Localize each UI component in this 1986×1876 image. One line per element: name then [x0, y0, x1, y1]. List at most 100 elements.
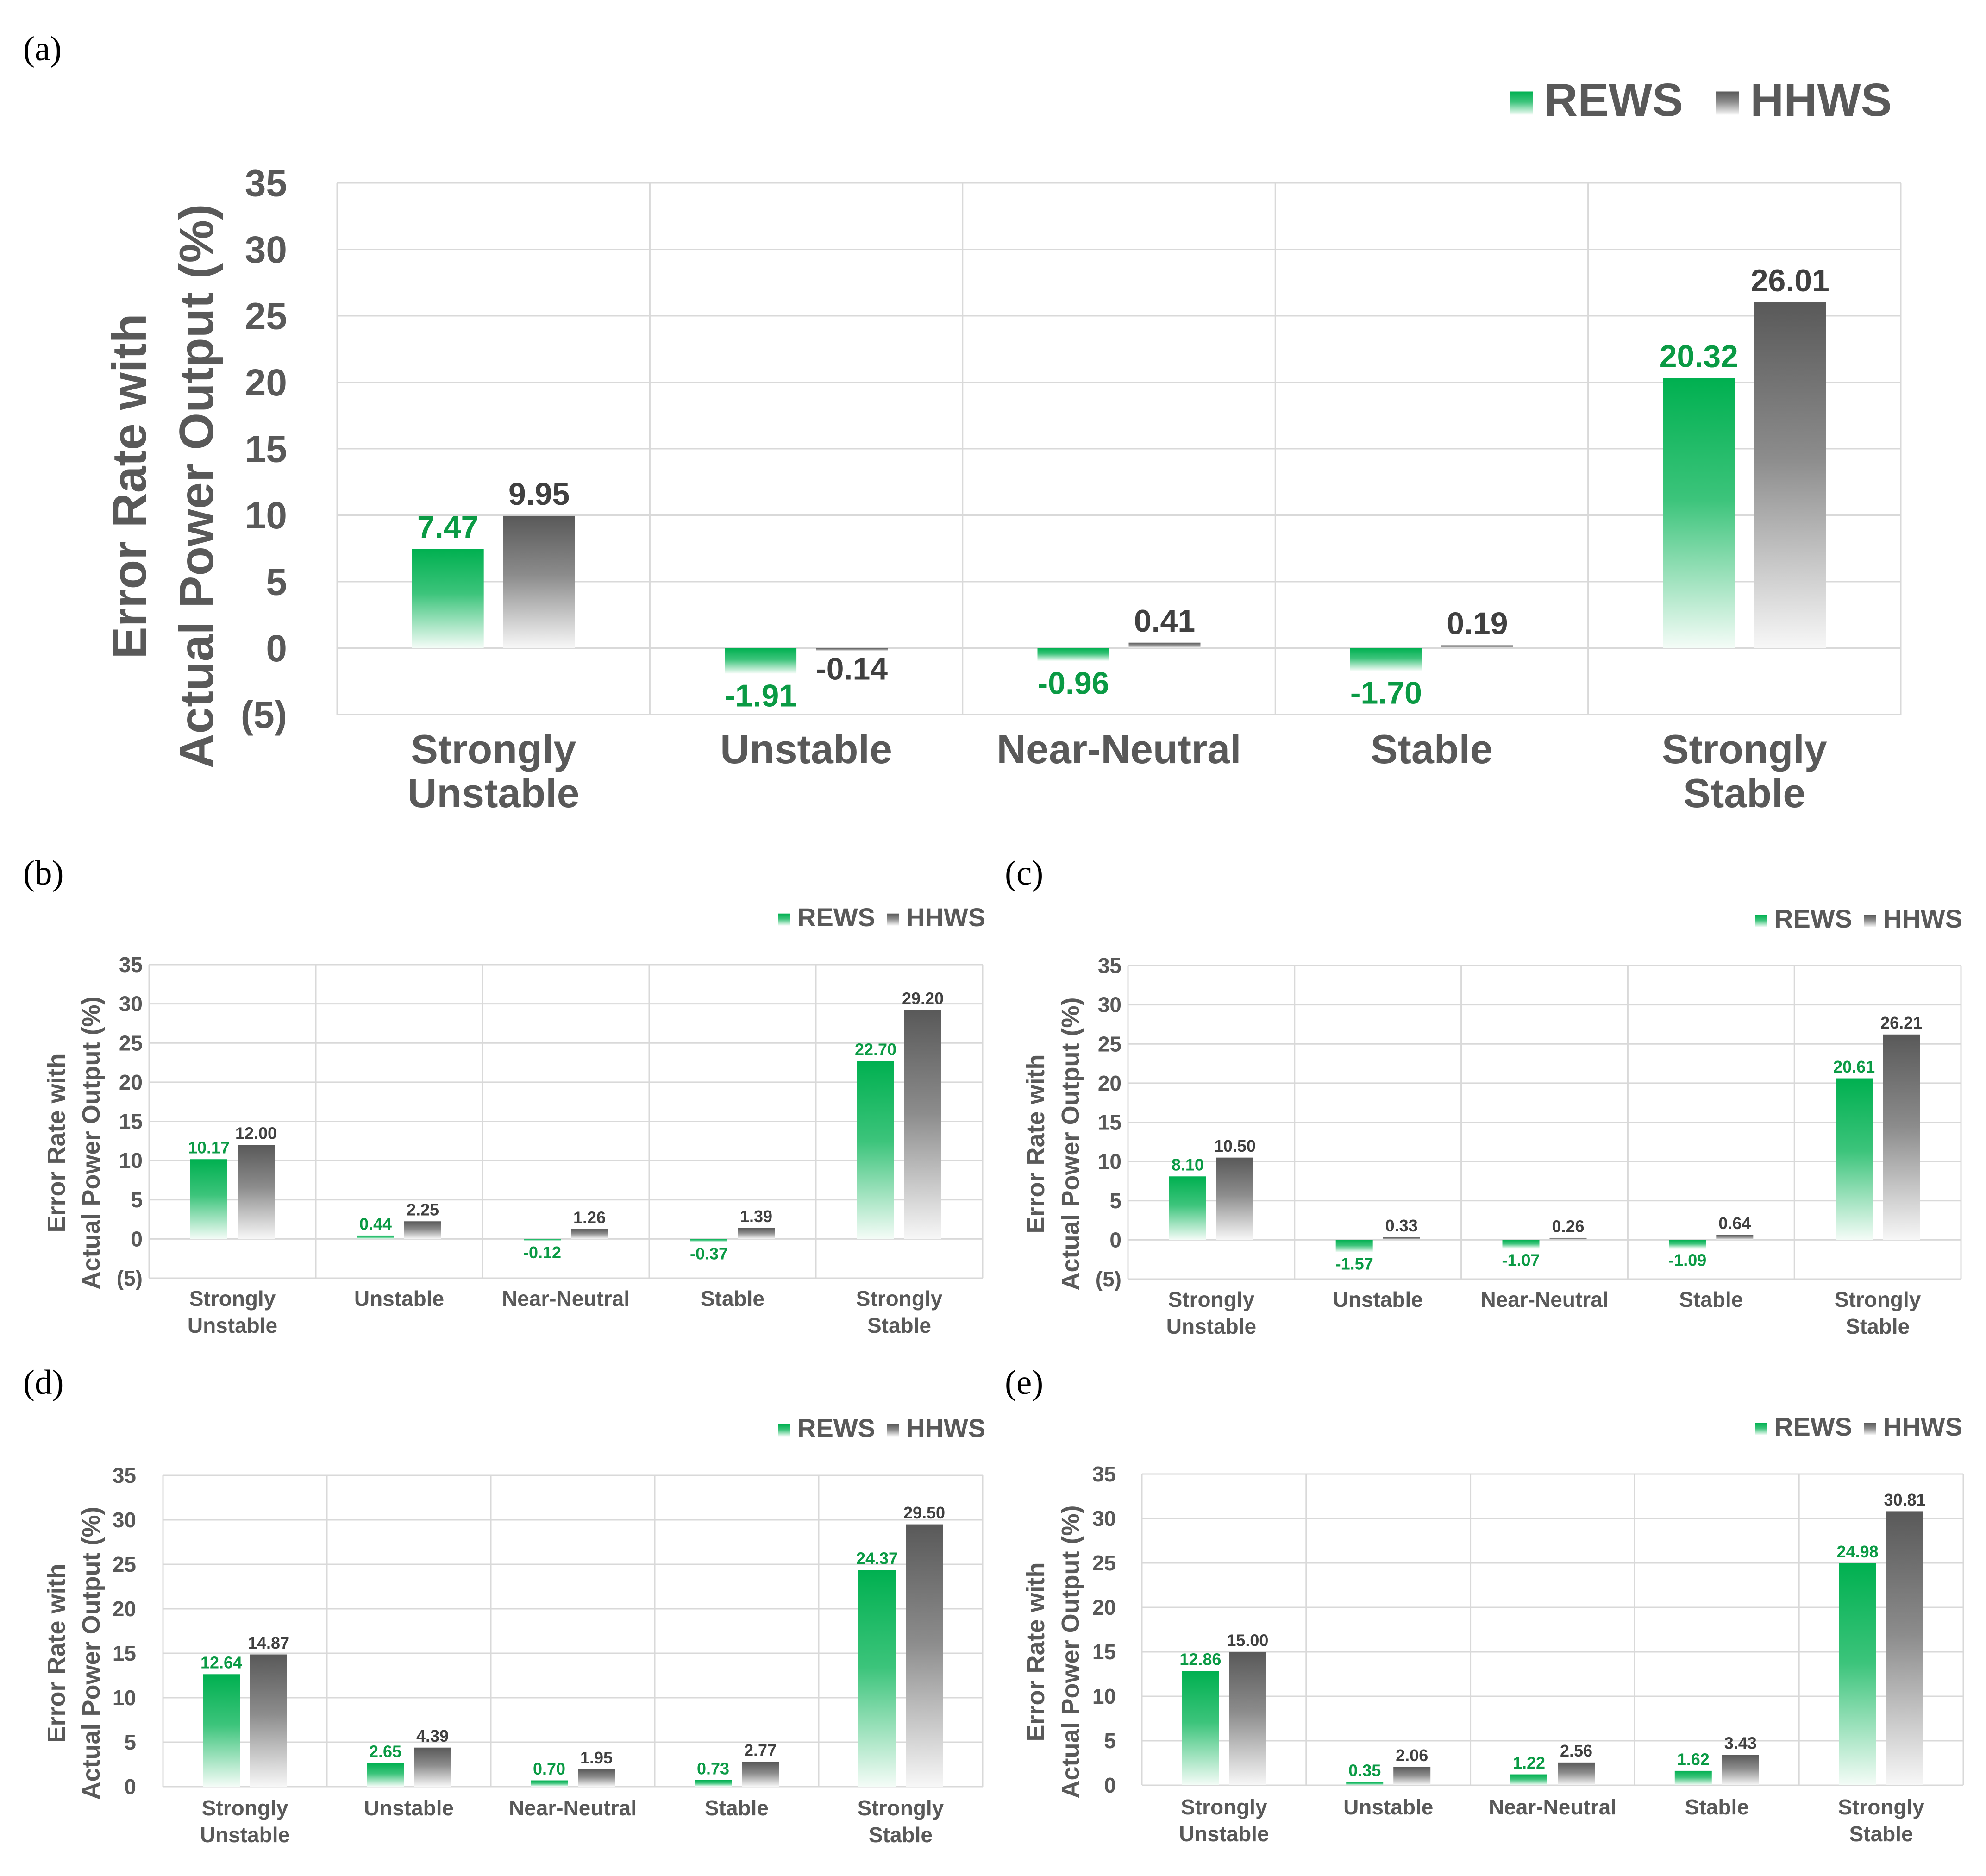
value-label-rews-5: 20.61	[1833, 1057, 1875, 1076]
value-label-hhws-5: 26.21	[1880, 1013, 1922, 1032]
legend-swatch-hhws	[1864, 1423, 1876, 1435]
panel-label: (b)	[23, 854, 63, 892]
legend-label-rews: REWS	[1774, 904, 1852, 933]
category-label: Near-Neutral	[1489, 1795, 1616, 1819]
bar-rews-2	[725, 648, 797, 674]
value-label-rews-5: 22.70	[855, 1040, 896, 1059]
value-label-rews-1: 7.47	[417, 509, 478, 545]
value-label-rews-4: -0.37	[690, 1244, 728, 1263]
y-tick-label: 15	[119, 1110, 143, 1134]
legend-label-rews: REWS	[1544, 74, 1683, 126]
bar-rews-3	[1037, 648, 1109, 661]
value-label-rews-3: 1.22	[1513, 1753, 1545, 1772]
y-tick-label: 10	[1092, 1684, 1116, 1708]
y-axis-title-line-1: Error Rate with	[103, 314, 157, 659]
category-label: Unstable	[364, 1796, 454, 1820]
value-label-rews-4: -1.09	[1668, 1251, 1706, 1270]
value-label-hhws-2: 2.25	[407, 1200, 439, 1219]
category-label: Stable	[1683, 770, 1805, 816]
y-tick-label: 20	[119, 1070, 143, 1094]
bar-rews-3	[531, 1780, 568, 1787]
panel-label: (a)	[23, 30, 62, 68]
category-label: Stable	[1685, 1795, 1749, 1819]
bar-rews-1	[1182, 1671, 1219, 1785]
y-tick-label: 25	[119, 1031, 143, 1055]
bar-hhws-4	[1441, 645, 1513, 648]
legend-swatch-rews	[778, 913, 790, 926]
value-label-hhws-3: 2.56	[1560, 1741, 1592, 1760]
y-tick-label: 25	[1098, 1032, 1121, 1056]
category-label: Strongly	[1168, 1287, 1255, 1311]
y-tick-label: 15	[1098, 1111, 1121, 1135]
y-tick-label: (5)	[241, 694, 287, 736]
value-label-hhws-2: -0.14	[816, 652, 888, 687]
value-label-hhws-5: 26.01	[1751, 263, 1829, 298]
legend-swatch-hhws	[887, 913, 899, 926]
bar-hhws-4	[742, 1762, 779, 1787]
category-label: Strongly	[1838, 1795, 1924, 1819]
y-axis-title-line-2: Actual Power Output (%)	[77, 997, 105, 1290]
bar-hhws-2	[414, 1747, 451, 1787]
legend-label-hhws: HHWS	[1883, 904, 1962, 933]
bar-rews-5	[858, 1570, 896, 1787]
bar-hhws-3	[1549, 1237, 1587, 1240]
category-label: Strongly	[189, 1286, 276, 1311]
bar-hhws-1	[503, 515, 575, 648]
y-tick-label: 0	[1104, 1773, 1116, 1797]
y-axis-title-line-1: Error Rate with	[1022, 1562, 1050, 1741]
value-label-hhws-3: 1.95	[580, 1748, 613, 1767]
bar-hhws-5	[1883, 1034, 1920, 1240]
category-label: Strongly	[202, 1796, 288, 1820]
value-label-hhws-1: 9.95	[508, 477, 570, 512]
value-label-rews-3: -0.12	[523, 1243, 561, 1262]
bar-rews-5	[857, 1061, 894, 1239]
value-label-rews-5: 24.98	[1837, 1542, 1879, 1561]
bar-hhws-3	[1128, 642, 1201, 648]
y-tick-label: 35	[1092, 1462, 1116, 1486]
legend-label-hhws: HHWS	[1750, 74, 1892, 126]
legend-label-rews: REWS	[797, 903, 875, 932]
value-label-rews-5: 20.32	[1660, 339, 1738, 374]
category-label: Near-Neutral	[509, 1796, 637, 1820]
y-tick-label: 0	[266, 627, 287, 670]
bar-hhws-4	[1722, 1755, 1759, 1785]
bar-rews-5	[1663, 378, 1735, 648]
value-label-rews-4: 0.73	[697, 1759, 729, 1778]
value-label-rews-5: 24.37	[856, 1549, 898, 1568]
category-label: Stable	[869, 1823, 933, 1847]
y-tick-label: 25	[1092, 1551, 1116, 1575]
value-label-hhws-5: 29.20	[902, 989, 944, 1008]
bar-hhws-5	[1886, 1511, 1923, 1785]
y-tick-label: 0	[124, 1775, 136, 1799]
bar-rews-5	[1836, 1078, 1873, 1240]
bar-rews-4	[1350, 648, 1422, 671]
bar-hhws-1	[1229, 1652, 1266, 1785]
value-label-hhws-4: 3.43	[1724, 1734, 1757, 1753]
y-tick-label: 15	[113, 1641, 136, 1665]
bar-hhws-4	[1716, 1235, 1754, 1240]
bar-rews-4	[690, 1239, 727, 1242]
bar-rews-2	[357, 1235, 394, 1239]
legend-label-rews: REWS	[797, 1413, 875, 1443]
y-axis-title: Error Rate with Actual Power Output (%)	[103, 204, 224, 768]
value-label-rews-1: 12.86	[1179, 1650, 1221, 1669]
y-tick-label: 30	[113, 1508, 136, 1532]
y-axis-title: Error Rate with Actual Power Output (%)	[1022, 998, 1084, 1291]
y-tick-label: 10	[1098, 1149, 1121, 1173]
category-label: Strongly	[856, 1286, 943, 1311]
legend: REWS HHWS	[1755, 904, 1962, 933]
bar-hhws-5	[906, 1524, 943, 1787]
bar-rews-4	[1674, 1770, 1712, 1785]
category-label: Strongly	[411, 726, 576, 772]
category-label: Near-Neutral	[1480, 1287, 1608, 1311]
bar-rews-2	[1346, 1782, 1384, 1785]
y-tick-label: 30	[1092, 1506, 1116, 1531]
bar-hhws-4	[738, 1228, 775, 1239]
category-label: Unstable	[1343, 1795, 1433, 1819]
category-label: Strongly	[1662, 726, 1827, 772]
legend: REWS HHWS	[778, 1413, 985, 1443]
value-label-hhws-1: 15.00	[1227, 1631, 1268, 1650]
y-tick-label: 35	[119, 953, 143, 977]
category-label: Unstable	[1333, 1287, 1423, 1311]
category-label: Unstable	[407, 770, 580, 816]
